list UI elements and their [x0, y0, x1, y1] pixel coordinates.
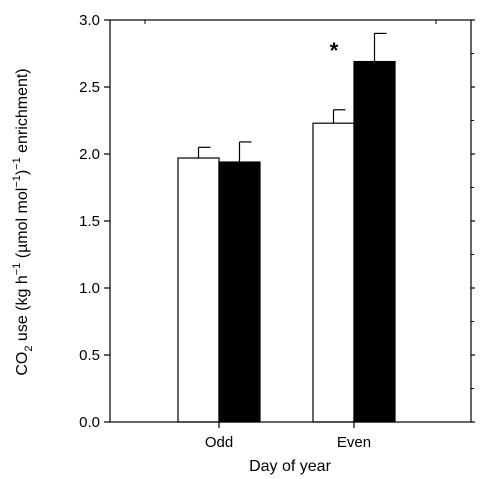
ylabel-sup3: −1 [11, 157, 23, 170]
y-tick-label-0: 0.0 [79, 414, 100, 431]
y-tick-label-6: 3.0 [79, 12, 100, 29]
bar-even-series-1 [312, 122, 355, 423]
bar-even-series-2 [353, 60, 396, 423]
ylabel-mid2: (µmol mol [14, 188, 31, 263]
x-tick-label-even: Even [337, 434, 371, 451]
ylabel-pre: CO [14, 352, 31, 376]
ylabel-mid1: use (kg h [14, 275, 31, 345]
x-tick-label-odd: Odd [205, 434, 233, 451]
y-tick-label-2: 1.0 [79, 280, 100, 297]
y-tick-label-3: 1.5 [79, 213, 100, 230]
chart-marks: * [177, 32, 396, 423]
chart-axes: 0.0 0.5 1.0 1.5 2.0 2.5 3.0 Odd Even [79, 12, 475, 451]
y-tick-label-1: 0.5 [79, 347, 100, 364]
ylabel-sup2: −1 [11, 175, 23, 188]
x-axis-title: Day of year [249, 458, 331, 475]
plot-frame [109, 19, 472, 423]
y-tick-label-4: 2.0 [79, 146, 100, 163]
ylabel-sup1: −1 [11, 263, 23, 276]
y-axis-title: CO2 use (kg h−1 (µmol mol−1)−1 enrichmen… [11, 68, 35, 375]
ylabel-post: enrichment) [14, 68, 31, 157]
significance-star: * [330, 38, 339, 63]
y-tick-label-5: 2.5 [79, 79, 100, 96]
ylabel-mid3: ) [14, 170, 31, 175]
ylabel-sub: 2 [23, 346, 35, 352]
bar-odd-series-2 [218, 161, 261, 423]
bar-odd-series-1 [177, 157, 220, 423]
